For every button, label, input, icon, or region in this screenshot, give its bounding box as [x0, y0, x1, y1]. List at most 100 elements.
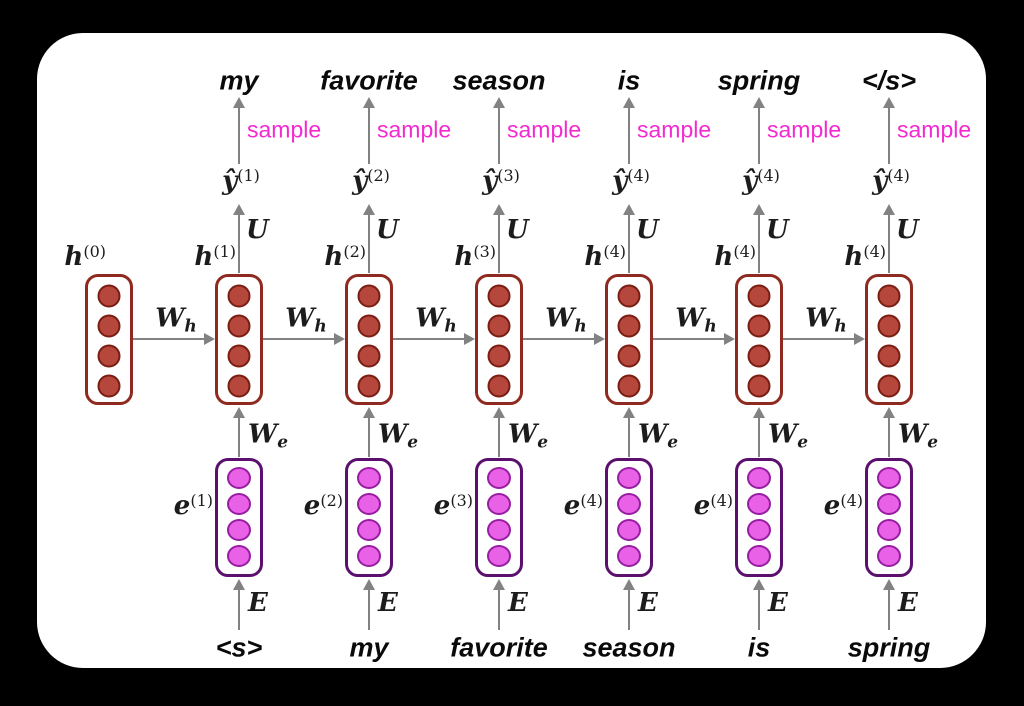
- embedding-cell-6-0: [877, 467, 901, 489]
- sample-label-2: sample: [377, 116, 452, 143]
- we-arrow-6-head: [882, 407, 895, 418]
- input-word-6: spring: [847, 632, 931, 663]
- label-text: h: [324, 242, 344, 272]
- output-word-1: my: [219, 65, 259, 96]
- hidden-cell-1-0: [227, 284, 251, 308]
- label-text: h: [184, 316, 197, 337]
- label-text: (2): [367, 166, 390, 185]
- sample-arrow-6-line: [887, 104, 891, 164]
- sample-arrow-2-head: [362, 97, 375, 108]
- hidden-cell-4-0: [617, 284, 641, 308]
- we-label-5: We: [768, 420, 808, 453]
- input-word-4: season: [582, 632, 676, 663]
- label-text: ŷ: [872, 166, 888, 196]
- wh-arrow-5-head: [724, 332, 735, 345]
- sample-arrow-2-line: [367, 104, 371, 164]
- sample-label-4: sample: [637, 116, 712, 143]
- label-text: E: [248, 588, 268, 618]
- u-arrow-5-line: [757, 211, 761, 273]
- embedding-cell-3-1: [487, 493, 511, 515]
- u-arrow-1-head: [232, 204, 245, 215]
- label-text: (3): [473, 242, 496, 261]
- output-word-2: favorite: [320, 65, 418, 96]
- sample-arrow-6-head: [882, 97, 895, 108]
- hidden-cell-2-2: [357, 344, 381, 368]
- label-text: W: [285, 303, 315, 334]
- wh-label-3: Wh: [415, 304, 457, 337]
- output-word-4: is: [617, 65, 641, 96]
- sample-label-5: sample: [767, 116, 842, 143]
- e-matrix-arrow-1-line: [237, 586, 241, 630]
- label-text: (4): [603, 242, 626, 261]
- e-label-6: e(4): [824, 491, 863, 521]
- e-label-4: e(4): [564, 491, 603, 521]
- label-text: W: [155, 303, 185, 334]
- wh-arrow-3-line: [393, 337, 467, 341]
- label-text: e: [407, 432, 419, 453]
- sample-arrow-3-head: [492, 97, 505, 108]
- label-text: ŷ: [482, 166, 498, 196]
- yhat-label-6: ŷ(4): [872, 166, 910, 196]
- wh-label-6: Wh: [805, 304, 847, 337]
- label-text: e: [667, 432, 679, 453]
- wh-label-4: Wh: [545, 304, 587, 337]
- label-text: (4): [863, 242, 886, 261]
- label-text: E: [378, 588, 398, 618]
- embedding-cell-6-2: [877, 519, 901, 541]
- label-text: U: [766, 215, 789, 245]
- embedding-cell-5-0: [747, 467, 771, 489]
- e-matrix-arrow-6-line: [887, 586, 891, 630]
- label-text: h: [194, 242, 214, 272]
- label-text: h: [834, 316, 847, 337]
- we-arrow-6-line: [887, 414, 891, 457]
- embedding-cell-4-3: [617, 545, 641, 567]
- we-arrow-2-head: [362, 407, 375, 418]
- label-text: W: [248, 419, 278, 450]
- wh-label-2: Wh: [285, 304, 327, 337]
- e-matrix-arrow-1-head: [232, 579, 245, 590]
- embedding-cell-5-1: [747, 493, 771, 515]
- embedding-cell-5-2: [747, 519, 771, 541]
- wh-arrow-2-head: [334, 332, 345, 345]
- e-matrix-arrow-4-line: [627, 586, 631, 630]
- label-text: e: [173, 491, 191, 521]
- sample-label-1: sample: [247, 116, 322, 143]
- label-text: e: [693, 491, 711, 521]
- e-matrix-arrow-4-head: [622, 579, 635, 590]
- embedding-cell-2-0: [357, 467, 381, 489]
- hidden-cell-1-2: [227, 344, 251, 368]
- hidden-cell-3-0: [487, 284, 511, 308]
- label-text: U: [636, 215, 659, 245]
- we-label-4: We: [638, 420, 678, 453]
- hidden-cell-0-2: [97, 344, 121, 368]
- wh-label-1: Wh: [155, 304, 197, 337]
- label-text: W: [638, 419, 668, 450]
- wh-label-5: Wh: [675, 304, 717, 337]
- yhat-label-5: ŷ(4): [742, 166, 780, 196]
- e-matrix-arrow-2-line: [367, 586, 371, 630]
- label-text: (1): [213, 242, 236, 261]
- u-arrow-6-head: [882, 204, 895, 215]
- hidden-cell-0-1: [97, 314, 121, 338]
- wh-arrow-5-line: [653, 337, 727, 341]
- hidden-cell-3-3: [487, 374, 511, 398]
- label-text: (0): [83, 242, 106, 261]
- label-text: (2): [343, 242, 366, 261]
- label-text: (1): [190, 491, 213, 510]
- label-text: (4): [710, 491, 733, 510]
- label-text: h: [444, 316, 457, 337]
- hidden-cell-3-2: [487, 344, 511, 368]
- output-word-6: </s>: [861, 65, 917, 96]
- h-label-5: h(4): [714, 242, 756, 272]
- E-label-1: E: [248, 588, 268, 618]
- label-text: (4): [627, 166, 650, 185]
- we-arrow-4-head: [622, 407, 635, 418]
- e-matrix-arrow-5-head: [752, 579, 765, 590]
- label-text: (4): [580, 491, 603, 510]
- label-text: U: [246, 215, 269, 245]
- u-arrow-1-line: [237, 211, 241, 273]
- label-text: h: [314, 316, 327, 337]
- label-text: U: [376, 215, 399, 245]
- u-arrow-3-line: [497, 211, 501, 273]
